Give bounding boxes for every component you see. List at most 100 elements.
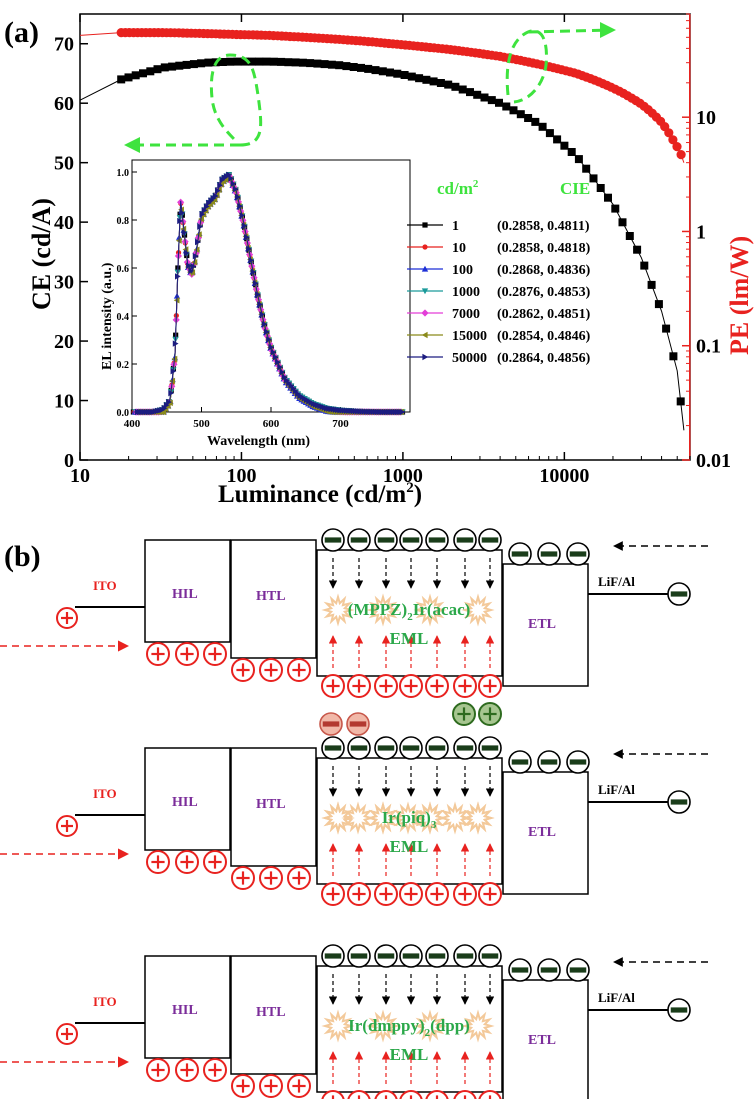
ce-point	[320, 60, 329, 69]
ce-point	[364, 64, 373, 73]
hole-symbol	[203, 1058, 227, 1082]
marker-triangle-right	[217, 182, 224, 189]
y-left-tick-label: 30	[54, 272, 74, 294]
ce-point	[291, 58, 300, 67]
x-axis-label: Luminance (cd/m2)	[218, 480, 422, 508]
ce-point	[640, 261, 649, 270]
exciton-star	[461, 801, 495, 835]
marker-triangle-right	[177, 217, 184, 225]
ce-point	[436, 79, 445, 87]
electron-bar	[670, 591, 688, 597]
marker-triangle-right	[237, 202, 244, 210]
legend-row-1000: 1000 (0.2876, 0.4853)	[407, 285, 591, 300]
hole-symbol	[399, 1090, 423, 1099]
legend-row-7000: 7000 (0.2862, 0.4851)	[407, 307, 591, 322]
inset-y-tick-label: 1.0	[117, 168, 130, 179]
marker-triangle-right	[195, 238, 201, 246]
hole-circle	[374, 1090, 398, 1099]
exciton-star	[341, 801, 375, 835]
ce-point	[466, 88, 474, 97]
ce-point	[662, 324, 671, 333]
ce-point	[262, 57, 271, 66]
electron-bar	[456, 745, 474, 751]
electron-symbol	[399, 528, 423, 552]
ce-point	[197, 59, 206, 68]
inset-y-tick-label: 0.2	[117, 360, 130, 371]
x-tick-label: 100	[226, 465, 256, 487]
electron-bar	[569, 551, 587, 557]
electron-bar	[540, 759, 558, 765]
exciton-star	[321, 801, 355, 835]
legend: cd/m2 CIE 1 (0.2858, 0.4811) 10 (0.2858, 0.…	[407, 178, 591, 366]
electron-bar	[670, 1007, 688, 1013]
inset-y-tick-label: 0.4	[117, 312, 130, 323]
etl-label: ETL	[528, 825, 556, 840]
ce-point	[386, 68, 394, 77]
inset-x-label: Wavelength (nm)	[207, 434, 310, 449]
marker-triangle-right	[270, 348, 277, 356]
exciton-star	[366, 593, 400, 627]
marker-triangle-right	[186, 262, 192, 269]
ce-point	[313, 59, 322, 68]
inset-y-tick-label: 0.0	[117, 408, 130, 419]
hole-symbol	[287, 866, 311, 890]
marker-triangle-right	[281, 373, 288, 381]
electron-symbol	[319, 712, 343, 736]
hole-symbol	[453, 1090, 477, 1099]
electron-symbol	[453, 736, 477, 760]
hole-symbol	[425, 882, 449, 906]
electron-symbol	[374, 944, 398, 968]
ce-point	[676, 397, 685, 406]
ce-point	[204, 58, 213, 67]
electron-bar	[428, 537, 446, 543]
ce-point	[574, 155, 583, 164]
electron-symbol	[667, 790, 691, 814]
exciton-star	[321, 593, 355, 627]
inset-x-tick-label: 500	[193, 418, 210, 430]
ce-point	[589, 174, 598, 183]
hole-symbol	[399, 674, 423, 698]
ito-label: ITO	[93, 786, 117, 801]
electron-symbol	[374, 736, 398, 760]
inset-x-tick-label: 400	[124, 418, 141, 430]
ce-point	[248, 57, 256, 66]
hole-circle	[321, 1090, 345, 1099]
marker-triangle-right	[199, 211, 206, 218]
left-arrow-loop	[132, 53, 263, 147]
legend-header-lum: cd/m2	[437, 178, 479, 198]
device-2: ITO HIL HTL Ir(piq)3 EML ETL LiF/Al	[0, 736, 708, 906]
hole-symbol	[478, 1090, 502, 1099]
marker-triangle-right	[279, 368, 286, 376]
marker-triangle-right	[232, 185, 239, 193]
ce-point	[524, 114, 533, 122]
legend-lum: 7000	[452, 307, 480, 322]
ce-point	[473, 90, 482, 99]
ce-point	[444, 80, 453, 89]
electron-symbol	[566, 542, 590, 566]
electron-bar	[324, 953, 342, 959]
ce-series	[79, 57, 685, 431]
y-left-axis-ticks: 0 10 20 30 40 50 60 70	[54, 34, 88, 472]
electron-bar	[402, 953, 420, 959]
electron-bar	[322, 721, 340, 727]
inset-spectrum: 400 500 600 700 0.0 0.2 0.4 0.6 0.8 1.0 Wavelengt…	[100, 159, 411, 449]
hole-symbol	[56, 815, 78, 837]
hole-symbol	[478, 674, 502, 698]
hole-symbol	[203, 850, 227, 874]
htl-box	[230, 747, 317, 867]
inset-spectra	[130, 171, 406, 416]
legend-row-15000: 15000 (0.2854, 0.4846)	[407, 329, 591, 344]
hole-symbol	[374, 674, 398, 698]
hole-circle	[478, 1090, 502, 1099]
y-left-axis-label: CE (cd/A)	[27, 198, 56, 310]
htl-box	[230, 955, 317, 1075]
ce-point	[298, 58, 307, 67]
legend-lum: 100	[452, 263, 473, 278]
legend-lum: 15000	[452, 329, 487, 344]
emitter-label: (MPPZ)2Ir(acac)	[348, 600, 471, 623]
marker-triangle-right	[241, 222, 248, 229]
electron-symbol	[321, 528, 345, 552]
electron-bar	[569, 759, 587, 765]
legend-cie: (0.2864, 0.4856)	[497, 351, 591, 366]
ce-point	[407, 72, 416, 81]
